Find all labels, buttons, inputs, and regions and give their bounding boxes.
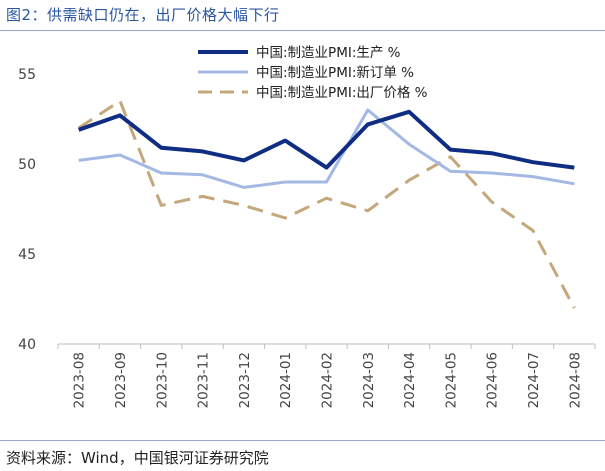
x-tick-label: 2024-03 (361, 352, 377, 408)
x-tick-label: 2024-05 (443, 352, 459, 408)
x-tick-label: 2023-12 (237, 352, 253, 408)
legend-label-2: 中国:制造业PMI:出厂价格 % (256, 85, 428, 101)
source-note: 资料来源：Wind，中国银河证券研究院 (6, 449, 269, 467)
y-tick-label: 45 (18, 247, 36, 263)
x-tick-label: 2024-02 (320, 352, 336, 408)
x-tick-label: 2023-09 (113, 352, 129, 408)
x-tick-label: 2023-10 (154, 352, 170, 408)
x-tick-label: 2024-08 (567, 352, 583, 408)
source-divider (0, 440, 605, 441)
series-line-1 (78, 108, 575, 189)
series-line-0 (78, 109, 575, 170)
y-tick-label: 55 (18, 67, 36, 83)
chart-series (77, 99, 576, 309)
line-chart: 2023-08 2023-09 2023-10 2023-11 2023-12 2024-… (18, 45, 596, 408)
y-tick-label: 50 (18, 157, 36, 173)
series-line-2 (77, 99, 576, 309)
chart-axes: 2023-08 2023-09 2023-10 2023-11 2023-12 2024-… (18, 67, 596, 408)
x-tick-label: 2024-01 (278, 352, 294, 408)
x-tick-label: 2024-04 (402, 352, 418, 408)
x-tick-label: 2023-11 (196, 352, 212, 408)
chart-legend: 中国:制造业PMI:生产 % 中国:制造业PMI:新订单 % 中国:制造业PMI:出… (198, 45, 428, 101)
legend-label-1: 中国:制造业PMI:新订单 % (256, 65, 414, 81)
legend-label-0: 中国:制造业PMI:生产 % (256, 45, 401, 61)
x-tick-label: 2024-06 (485, 352, 501, 408)
chart-title: 图2：供需缺口仍在，出厂价格大幅下行 (6, 6, 280, 24)
y-tick-label: 40 (18, 337, 36, 353)
x-tick-label: 2023-08 (72, 352, 88, 408)
x-tick-label: 2024-07 (526, 352, 542, 408)
title-divider (0, 30, 605, 31)
